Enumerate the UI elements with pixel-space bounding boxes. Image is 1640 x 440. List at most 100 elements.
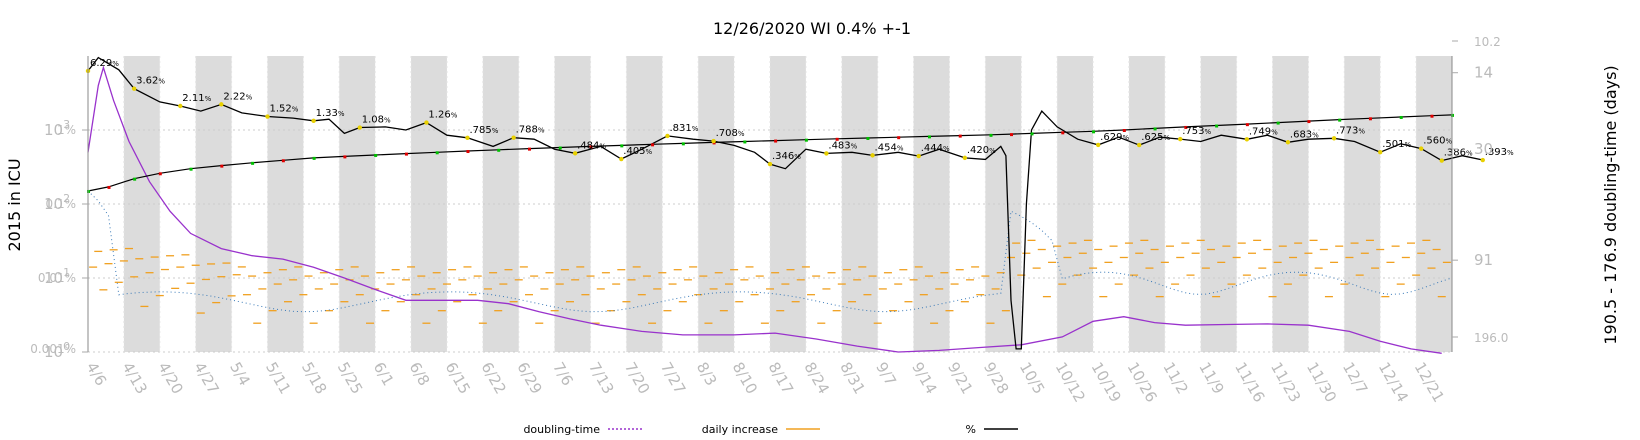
annotation-label: .405%	[623, 146, 652, 157]
annotation-unit: %	[1445, 138, 1452, 146]
icu-point	[835, 137, 839, 141]
annotation-label: .560%	[1423, 136, 1452, 147]
y-tick-exponent: 3	[63, 118, 70, 131]
y-tick-right: 10.2	[1474, 35, 1501, 49]
annotation-unit: %	[738, 130, 745, 138]
annotation-unit: %	[384, 117, 391, 125]
y-tick-percent: 0.01%	[38, 271, 76, 285]
icu-point	[1030, 132, 1034, 136]
x-tick: 11/16	[1231, 359, 1268, 405]
annotation-unit: %	[1271, 128, 1278, 136]
annotation-marker	[824, 151, 829, 156]
icu-point	[958, 134, 962, 138]
x-tick: 8/3	[693, 359, 721, 389]
legend-label: daily increase	[702, 423, 778, 436]
x-tick: 4/6	[83, 359, 111, 389]
y-axis-left-title: 2015 in ICU	[5, 158, 24, 251]
chart-title: 12/26/2020 WI 0.4% +-1	[713, 19, 911, 38]
x-tick: 12/21	[1411, 359, 1448, 405]
annotation-unit: %	[1204, 128, 1211, 136]
y-tick-percent: 0.001%	[30, 342, 76, 356]
annotation-label: 6.29%	[90, 58, 119, 69]
icu-point	[804, 138, 808, 142]
icu-point	[1368, 117, 1372, 121]
annotation-label: .683%	[1290, 129, 1319, 140]
annotation-label: .346%	[772, 151, 801, 162]
x-tick: 6/15	[441, 359, 473, 397]
annotation-marker	[870, 153, 875, 158]
icu-point	[774, 139, 778, 143]
icu-point	[1430, 114, 1434, 118]
icu-point	[1338, 118, 1342, 122]
x-tick: 6/29	[513, 359, 545, 397]
annotation-label: .708%	[716, 128, 745, 139]
annotation-unit: %	[1312, 131, 1319, 139]
x-tick: 8/10	[729, 359, 761, 397]
annotation-marker	[511, 135, 516, 140]
annotation-label: .420%	[967, 145, 996, 156]
annotation-unit: %	[292, 106, 299, 114]
x-tick: 10/5	[1016, 359, 1048, 397]
annotation-unit: %	[538, 127, 545, 135]
annotation-marker	[1285, 140, 1291, 145]
x-tick: 6/1	[370, 359, 398, 389]
icu-point	[497, 148, 501, 152]
annotation-marker	[1439, 158, 1444, 163]
annotation-unit: %	[599, 142, 606, 150]
icu-point	[343, 155, 347, 159]
icu-point	[435, 151, 439, 155]
icu-point	[589, 145, 593, 149]
x-tick: 8/24	[800, 359, 832, 397]
annotation-unit: %	[1466, 150, 1473, 158]
x-tick: 9/21	[944, 359, 976, 397]
annotation-marker	[572, 151, 578, 156]
annotation-label: 1.52%	[269, 104, 298, 115]
annotation-unit: %	[158, 78, 165, 86]
annotation-marker	[357, 125, 362, 130]
annotation-marker	[131, 86, 137, 91]
annotation-marker	[465, 135, 470, 140]
annotation-marker	[1419, 146, 1424, 151]
x-tick: 10/26	[1123, 359, 1160, 405]
annotation-marker	[219, 102, 224, 107]
x-tick: 6/22	[477, 359, 509, 397]
annotation-marker	[665, 133, 670, 139]
icu-point	[158, 172, 162, 176]
x-tick: 11/2	[1159, 359, 1191, 397]
annotation-label: .831%	[669, 123, 698, 134]
annotation-label: .393%	[1485, 147, 1514, 158]
annotation-label: .753%	[1182, 126, 1211, 137]
annotation-marker	[962, 155, 968, 161]
x-tick: 4/20	[154, 359, 186, 397]
icu-point	[281, 159, 285, 163]
icu-point	[1245, 123, 1249, 127]
y-tick-right: 30	[1474, 140, 1493, 158]
x-tick: 7/27	[657, 359, 689, 397]
annotation-label: .501%	[1382, 139, 1411, 150]
icu-point	[1153, 127, 1157, 131]
annotation-unit: %	[205, 95, 212, 103]
annotation-unit: %	[1122, 134, 1129, 142]
annotation-marker	[1137, 142, 1142, 148]
icu-point	[1061, 131, 1065, 135]
annotation-label: 2.11%	[182, 93, 211, 104]
annotation-unit: %	[794, 153, 801, 161]
x-tick: 9/14	[908, 359, 940, 397]
x-tick: 5/25	[334, 359, 366, 397]
annotation-label: .788%	[516, 125, 545, 136]
icu-point	[989, 133, 993, 137]
icu-point	[107, 185, 111, 189]
y-tick-percent: 0.1%	[46, 197, 77, 211]
x-tick: 6/8	[406, 359, 434, 389]
icu-point	[133, 177, 137, 181]
icu-point	[1307, 120, 1311, 124]
annotation-unit: %	[246, 93, 253, 101]
x-tick: 7/13	[585, 359, 617, 397]
annotation-label: 1.33%	[316, 108, 345, 119]
icu-point	[651, 143, 655, 147]
annotation-marker	[619, 156, 624, 162]
annotation-marker	[1244, 137, 1250, 142]
annotation-unit: %	[1404, 141, 1411, 149]
y-axis-right-title: 190.5 - 176.9 doubling-time (days)	[1601, 65, 1620, 344]
